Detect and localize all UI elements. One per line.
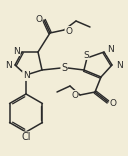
Text: O: O: [35, 15, 42, 24]
Text: N: N: [116, 61, 123, 71]
Text: N: N: [107, 46, 114, 54]
Text: S: S: [61, 63, 67, 73]
Text: N: N: [13, 46, 20, 56]
Text: O: O: [65, 27, 72, 36]
Text: S: S: [83, 51, 89, 59]
Text: N: N: [23, 71, 29, 80]
Text: O: O: [110, 98, 117, 107]
Text: Cl: Cl: [21, 132, 31, 142]
Text: N: N: [5, 61, 12, 70]
Text: O: O: [71, 90, 78, 100]
